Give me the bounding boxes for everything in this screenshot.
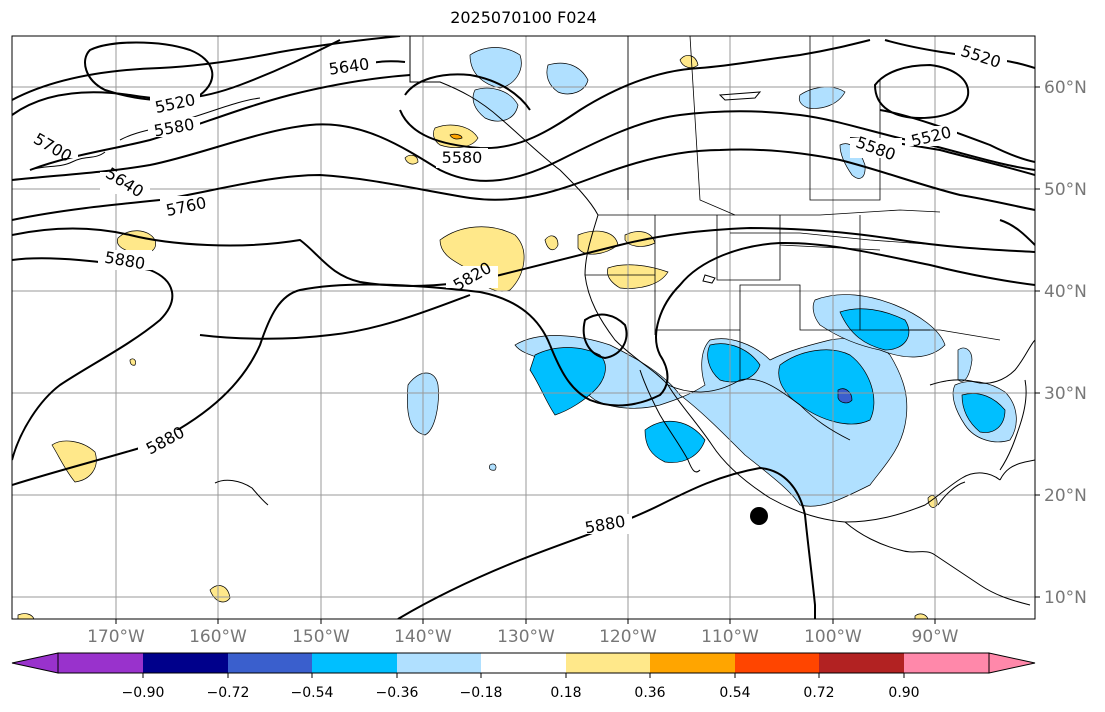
colorbar-segment <box>58 653 143 673</box>
colorbar: −0.90 −0.72 −0.54 −0.36 −0.18 0.18 0.36 … <box>11 652 1036 701</box>
political-borders <box>585 36 1001 441</box>
colorbar-tick-label: −0.54 <box>291 685 334 701</box>
colorbar-segment <box>312 653 397 673</box>
colorbar-segment <box>397 653 481 673</box>
colorbar-segment <box>650 653 735 673</box>
lat-tick-label: 20°N <box>1044 486 1087 506</box>
lon-tick-label: 110°W <box>701 627 759 647</box>
lon-tick-label: 170°W <box>87 627 145 647</box>
shaded-field-negative <box>406 47 1017 507</box>
lon-tick-label: 150°W <box>292 627 350 647</box>
colorbar-tick-label: −0.90 <box>122 685 165 701</box>
lon-tick-label: 90°W <box>912 627 959 647</box>
latitude-labels: 60°N 50°N 40°N 30°N 20°N 10°N <box>1044 78 1087 608</box>
colorbar-tick-label: 0.18 <box>550 685 581 701</box>
lat-tick-label: 50°N <box>1044 180 1087 200</box>
lon-tick-label: 140°W <box>394 627 452 647</box>
colorbar-segment <box>143 653 228 673</box>
map-title: 2025070100 F024 <box>450 8 597 27</box>
storm-center-dot <box>750 507 768 525</box>
colorbar-segment <box>819 653 904 673</box>
height-contours <box>12 36 1035 619</box>
lat-tick-label: 10°N <box>1044 588 1087 608</box>
lat-tick-label: 40°N <box>1044 282 1087 302</box>
axis-ticks <box>115 86 1040 624</box>
map-frame <box>11 35 1036 620</box>
colorbar-low-extension <box>12 653 58 673</box>
colorbar-tick-label: 0.54 <box>719 685 750 701</box>
colorbar-segment <box>735 653 819 673</box>
colorbar-tick-labels: −0.90 −0.72 −0.54 −0.36 −0.18 0.18 0.36 … <box>122 685 920 701</box>
lon-tick-label: 160°W <box>189 627 247 647</box>
lat-tick-label: 60°N <box>1044 78 1087 98</box>
colorbar-tick-label: −0.18 <box>460 685 503 701</box>
longitude-labels: 170°W 160°W 150°W 140°W 130°W 120°W 110°… <box>87 627 959 647</box>
colorbar-tick-label: 0.36 <box>634 685 665 701</box>
colorbar-tick-label: 0.72 <box>803 685 834 701</box>
contour-label: 5580 <box>442 148 483 167</box>
colorbar-tick-label: −0.36 <box>376 685 419 701</box>
colorbar-segment <box>228 653 312 673</box>
colorbar-tick-label: −0.72 <box>207 685 250 701</box>
colorbar-segment <box>904 653 989 673</box>
colorbar-segment <box>566 653 650 673</box>
colorbar-tick-label: 0.90 <box>888 685 919 701</box>
lon-tick-label: 120°W <box>599 627 657 647</box>
lon-tick-label: 100°W <box>804 627 862 647</box>
lon-tick-label: 130°W <box>497 627 555 647</box>
colorbar-segment <box>481 653 566 673</box>
colorbar-high-extension <box>989 653 1035 673</box>
lat-tick-label: 30°N <box>1044 384 1087 404</box>
